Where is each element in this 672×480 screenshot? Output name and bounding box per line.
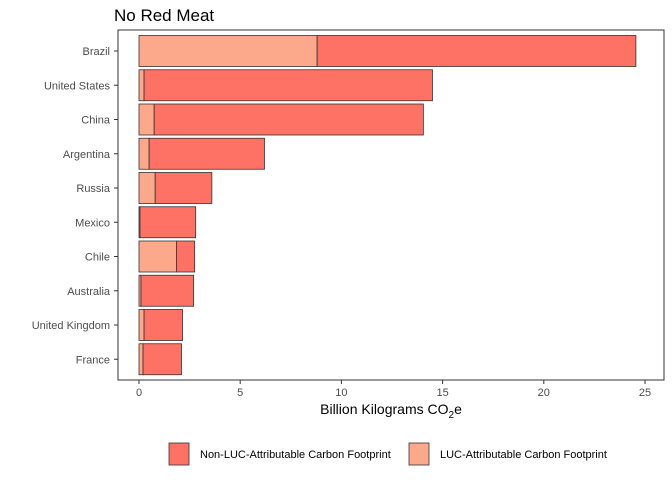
y-tick-label: Mexico bbox=[75, 217, 110, 229]
y-tick-label: Australia bbox=[67, 286, 111, 298]
bar-luc-united-kingdom bbox=[138, 309, 145, 341]
x-axis-title-tail: e bbox=[454, 401, 462, 417]
legend-label: Non-LUC-Attributable Carbon Footprint bbox=[200, 449, 391, 461]
y-tick-label: Chile bbox=[85, 252, 110, 264]
y-axis: Brazil United States China Argentina Russia M… bbox=[32, 46, 118, 366]
bar-luc-chile bbox=[138, 240, 177, 273]
legend: Non-LUC-Attributable Carbon Footprint LUC… bbox=[168, 442, 607, 466]
bar-non-luc-united-states bbox=[143, 69, 433, 102]
y-tick-label: Brazil bbox=[82, 46, 110, 58]
bar-non-luc-argentina bbox=[148, 137, 265, 170]
chart-title: No Red Meat bbox=[114, 6, 214, 25]
legend-swatch bbox=[168, 442, 190, 466]
x-axis: 0 5 10 15 20 25 bbox=[136, 380, 651, 399]
bar-luc-argentina bbox=[138, 137, 150, 170]
y-tick-label: France bbox=[76, 354, 110, 366]
bar-non-luc-chile bbox=[176, 240, 196, 273]
legend-swatch bbox=[408, 442, 430, 466]
x-tick-label: 25 bbox=[639, 387, 651, 399]
x-axis-title-subscript: 2 bbox=[449, 410, 455, 421]
x-axis-title: Billion Kilograms CO2e bbox=[320, 401, 462, 421]
x-axis-title-main: Billion Kilograms CO bbox=[320, 401, 448, 417]
bar-non-luc-brazil bbox=[316, 35, 637, 67]
legend-label: LUC-Attributable Carbon Footprint bbox=[440, 449, 607, 461]
y-tick-label: United Kingdom bbox=[32, 320, 110, 332]
bar-non-luc-france bbox=[142, 343, 182, 376]
bar-non-luc-china bbox=[153, 103, 424, 136]
y-tick-label: China bbox=[81, 115, 111, 127]
y-tick-label: Russia bbox=[76, 183, 111, 195]
bar-luc-france bbox=[138, 343, 144, 376]
bar-non-luc-mexico bbox=[139, 206, 197, 239]
bar-luc-united-states bbox=[138, 69, 145, 102]
bar-luc-russia bbox=[138, 172, 156, 204]
bars-layer bbox=[138, 35, 637, 376]
bar-non-luc-russia bbox=[154, 172, 213, 204]
x-tick-label: 15 bbox=[436, 387, 448, 399]
x-tick-label: 20 bbox=[538, 387, 550, 399]
y-tick-label: United States bbox=[44, 80, 111, 92]
bar-non-luc-united-kingdom bbox=[143, 309, 183, 341]
x-tick-label: 0 bbox=[136, 387, 142, 399]
bar-luc-brazil bbox=[138, 35, 318, 67]
x-tick-label: 5 bbox=[237, 387, 243, 399]
bar-non-luc-australia bbox=[140, 274, 195, 307]
y-tick-label: Argentina bbox=[63, 149, 111, 161]
x-tick-label: 10 bbox=[335, 387, 347, 399]
bar-luc-china bbox=[138, 103, 155, 136]
